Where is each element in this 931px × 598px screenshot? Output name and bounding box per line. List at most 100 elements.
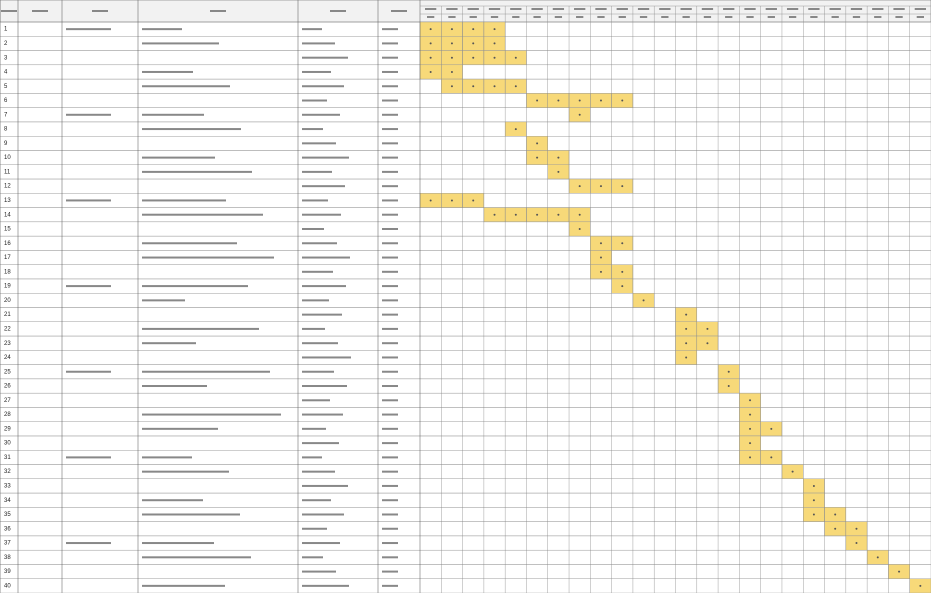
row <box>0 235 931 251</box>
cell-text <box>142 28 182 31</box>
cell-text <box>302 556 323 559</box>
gantt-dot <box>621 185 624 188</box>
cell-text <box>382 213 398 216</box>
row <box>0 435 931 451</box>
gantt-dot <box>599 270 602 273</box>
row-number: 40 <box>4 583 11 589</box>
gantt-dot <box>429 199 432 202</box>
gantt-dot <box>706 327 709 330</box>
cell-text <box>302 185 345 188</box>
cell-text <box>302 413 343 416</box>
cell-text <box>302 327 325 330</box>
gantt-dot <box>578 99 581 102</box>
gantt-dot <box>514 213 517 216</box>
cell-text <box>874 16 882 18</box>
cell-text <box>490 16 499 18</box>
cell-text <box>382 484 398 487</box>
cell-text <box>302 370 334 373</box>
cell-text <box>382 385 398 388</box>
gantt-dot <box>536 213 539 216</box>
cell-text <box>302 470 335 473</box>
cell-text <box>661 16 669 18</box>
gantt-dot <box>621 242 624 245</box>
cell-text <box>142 156 215 159</box>
cell-text <box>533 16 541 18</box>
row-number: 17 <box>4 255 11 261</box>
cell-text <box>302 513 344 516</box>
cell-text <box>92 10 108 12</box>
gantt-dot <box>493 213 496 216</box>
gantt-dot <box>450 42 453 45</box>
row-number: 3 <box>4 55 8 61</box>
gantt-dot <box>429 42 432 45</box>
cell-text <box>142 213 263 216</box>
gantt-dot <box>685 313 688 316</box>
gantt-dot <box>557 99 560 102</box>
cell-text <box>302 356 351 359</box>
cell-text <box>330 10 346 12</box>
gantt-dot <box>450 85 453 88</box>
cell-text <box>142 556 251 559</box>
cell-text <box>744 8 756 10</box>
gantt-dot <box>621 99 624 102</box>
row-number: 5 <box>4 84 8 90</box>
gantt-dot <box>450 199 453 202</box>
cell-text <box>302 442 339 445</box>
cell-text <box>302 584 349 587</box>
cell-text <box>895 16 903 18</box>
gantt-dot <box>472 28 475 31</box>
cell-text <box>382 556 398 559</box>
cell-text <box>725 16 733 18</box>
row <box>0 407 931 422</box>
cell-text <box>810 16 818 18</box>
row-number: 31 <box>4 455 11 461</box>
cell-text <box>302 99 327 102</box>
row <box>0 507 931 522</box>
row <box>0 293 931 308</box>
cell-text <box>142 199 226 202</box>
gantt-dot <box>727 385 730 388</box>
gantt-dot <box>536 99 539 102</box>
gantt-dot <box>876 556 879 559</box>
cell-text <box>142 427 218 430</box>
cell-text <box>786 8 799 10</box>
gantt-dot <box>770 427 773 430</box>
gantt-dot <box>514 128 517 131</box>
cell-text <box>703 16 712 18</box>
gantt-dot <box>472 199 475 202</box>
gantt-dot <box>472 42 475 45</box>
cell-text <box>639 16 648 18</box>
cell-text <box>302 270 333 273</box>
row <box>0 178 931 194</box>
gantt-dot <box>557 170 560 173</box>
cell-text <box>302 313 342 316</box>
gantt-dot <box>855 542 858 545</box>
cell-text <box>142 113 204 116</box>
cell-text <box>382 99 398 102</box>
cell-text <box>142 256 274 259</box>
cell-text <box>893 8 905 10</box>
row <box>0 335 931 351</box>
row <box>0 478 931 494</box>
row-number: 19 <box>4 284 11 290</box>
cell-text <box>142 342 196 345</box>
cell-text <box>302 227 324 230</box>
cell-text <box>872 8 884 10</box>
row-number: 14 <box>4 212 11 218</box>
row <box>0 264 931 280</box>
cell-text <box>382 28 398 31</box>
cell-text <box>302 170 332 173</box>
row-number: 30 <box>4 441 11 447</box>
gantt-dot <box>472 85 475 88</box>
cell-text <box>382 70 398 73</box>
cell-text <box>302 113 340 116</box>
cell-text <box>142 128 241 131</box>
row <box>0 364 931 380</box>
cell-text <box>142 456 192 459</box>
gantt-dot <box>685 342 688 345</box>
row <box>0 150 931 165</box>
cell-text <box>302 499 331 502</box>
cell-text <box>142 513 240 516</box>
row-number: 33 <box>4 484 11 490</box>
